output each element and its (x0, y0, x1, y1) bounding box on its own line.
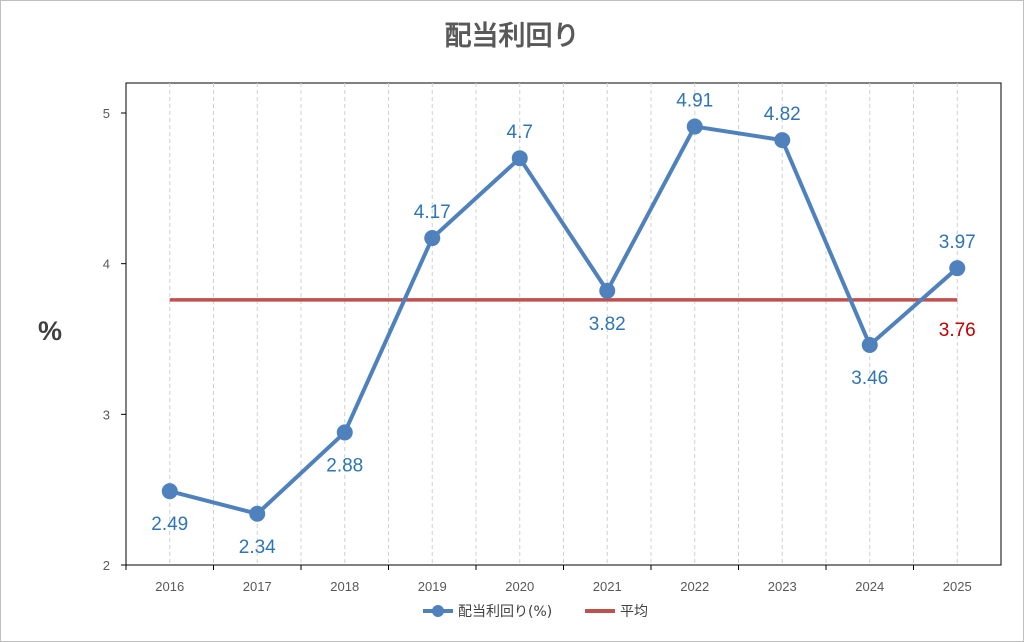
legend-label-yield: 配当利回り(%) (458, 604, 552, 620)
x-tick-label: 2017 (243, 579, 272, 594)
x-tick-label: 2024 (855, 579, 884, 594)
data-label: 4.82 (764, 104, 801, 125)
data-point (511, 150, 528, 167)
data-label: 3.97 (939, 232, 976, 253)
y-tick-label: 3 (103, 407, 110, 422)
y-tick-label: 4 (103, 257, 110, 272)
data-label: 2.49 (151, 514, 188, 535)
x-axis-ticks: 2016 2017 2018 2019 2020 2021 2022 2023 2024 2025 (125, 565, 972, 594)
x-tick-label: 2019 (418, 579, 447, 594)
data-point (424, 230, 441, 247)
legend: 配当利回り(%) 平均 (423, 604, 648, 620)
y-tick-label: 5 (103, 106, 110, 121)
y-axis-label: % (38, 316, 63, 346)
chart-title: 配当利回り (444, 21, 580, 52)
x-tick-label: 2021 (593, 579, 622, 594)
data-label: 4.17 (414, 202, 451, 223)
x-tick-label: 2023 (768, 579, 797, 594)
legend-label-average: 平均 (620, 604, 648, 620)
data-point (599, 282, 616, 299)
data-labels: 2.49 2.34 2.88 4.17 4.7 3.82 4.91 4.82 3.46 3.97 3… (151, 91, 975, 558)
data-label: 4.7 (507, 122, 533, 143)
x-tick-label: 2022 (680, 579, 709, 594)
y-axis-ticks: 2 3 4 5 (103, 106, 126, 573)
data-label: 2.34 (239, 537, 276, 558)
data-label: 2.88 (326, 455, 363, 476)
legend-marker-dot-yield (432, 605, 444, 617)
data-point (861, 337, 878, 354)
data-point (949, 260, 966, 277)
data-label: 3.82 (589, 314, 626, 335)
data-point (161, 483, 178, 500)
x-tick-label: 2025 (943, 579, 972, 594)
data-label: 4.91 (676, 91, 713, 112)
data-point (249, 505, 266, 522)
x-tick-label: 2018 (330, 579, 359, 594)
average-label: 3.76 (939, 320, 976, 341)
gridlines (169, 83, 958, 565)
x-tick-label: 2016 (155, 579, 184, 594)
data-point (686, 118, 703, 135)
y-tick-label: 2 (103, 558, 110, 573)
x-tick-label: 2020 (505, 579, 534, 594)
dividend-yield-series (161, 118, 966, 522)
data-point (774, 132, 791, 149)
data-point (336, 424, 353, 441)
series-line (169, 124, 959, 516)
data-label: 3.46 (851, 368, 888, 389)
